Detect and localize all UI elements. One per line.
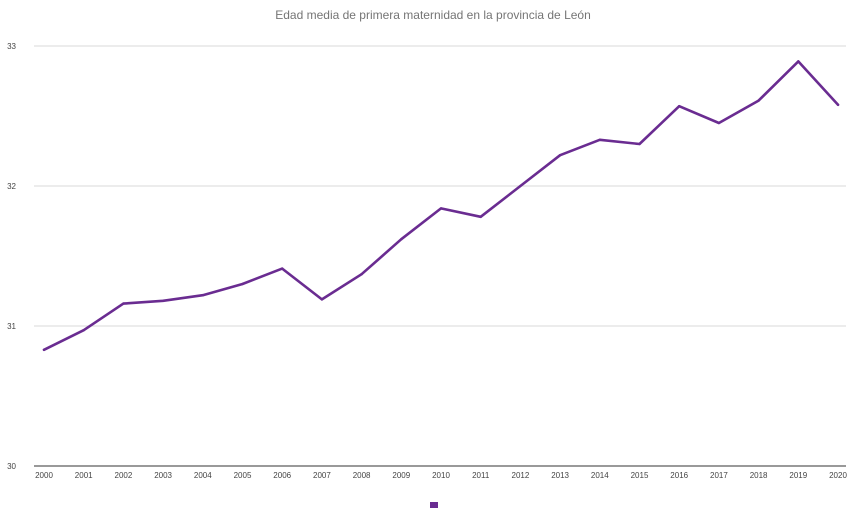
series-line-0 (42, 60, 840, 352)
x-tick-label-2009: 2009 (392, 471, 410, 480)
data-point-2001 (82, 329, 85, 332)
x-tick-label-2016: 2016 (670, 471, 688, 480)
x-tick-label-2005: 2005 (234, 471, 252, 480)
data-point-2017 (717, 121, 721, 125)
x-tick-label-2000: 2000 (35, 471, 53, 480)
y-tick-label-31: 31 (7, 322, 16, 331)
y-tick-label-33: 33 (7, 42, 16, 51)
x-tick-label-2017: 2017 (710, 471, 728, 480)
x-tick-label-2002: 2002 (115, 471, 133, 480)
gridlines (34, 45, 846, 467)
data-point-2006 (281, 267, 284, 270)
y-tick-label-30: 30 (7, 462, 16, 471)
x-axis: 2000 2001 2002 2003 2004 2005 2006 2007 2008 2009… (35, 471, 847, 480)
x-tick-label-2001: 2001 (75, 471, 93, 480)
data-point-2010 (439, 207, 443, 210)
data-point-2002 (122, 302, 125, 305)
x-tick-label-2019: 2019 (789, 471, 807, 480)
data-point-2009 (400, 238, 403, 241)
data-point-2016 (678, 105, 681, 108)
data-point-2008 (360, 273, 363, 276)
data-point-2007 (320, 298, 324, 301)
x-tick-label-2004: 2004 (194, 471, 212, 480)
x-tick-label-2012: 2012 (512, 471, 530, 480)
x-tick-label-2008: 2008 (353, 471, 371, 480)
legend (430, 502, 438, 508)
data-point-2003 (161, 299, 165, 302)
x-tick-label-2006: 2006 (273, 471, 291, 480)
x-tick-label-2020: 2020 (829, 471, 847, 480)
data-point-2013 (558, 154, 562, 157)
data-point-2019 (797, 60, 800, 63)
y-axis: 30 31 32 33 (7, 42, 16, 471)
x-tick-label-2003: 2003 (154, 471, 172, 480)
data-point-2005 (241, 282, 244, 286)
legend-swatch (430, 502, 438, 508)
data-point-2015 (638, 142, 641, 146)
data-point-2020 (836, 103, 840, 107)
x-tick-label-2015: 2015 (631, 471, 649, 480)
chart-title: Edad media de primera maternidad en la p… (275, 8, 591, 22)
data-point-2000 (42, 348, 46, 351)
series-layer (42, 60, 840, 352)
x-tick-label-2010: 2010 (432, 471, 450, 480)
x-tick-label-2018: 2018 (750, 471, 768, 480)
data-point-2014 (598, 138, 601, 141)
data-point-2018 (757, 99, 760, 102)
x-tick-label-2007: 2007 (313, 471, 331, 480)
y-tick-label-32: 32 (7, 182, 16, 191)
x-tick-label-2011: 2011 (472, 471, 490, 480)
data-point-2011 (479, 215, 482, 218)
x-tick-label-2014: 2014 (591, 471, 609, 480)
data-point-2012 (519, 184, 522, 188)
x-tick-label-2013: 2013 (551, 471, 569, 480)
data-point-2004 (201, 294, 204, 297)
